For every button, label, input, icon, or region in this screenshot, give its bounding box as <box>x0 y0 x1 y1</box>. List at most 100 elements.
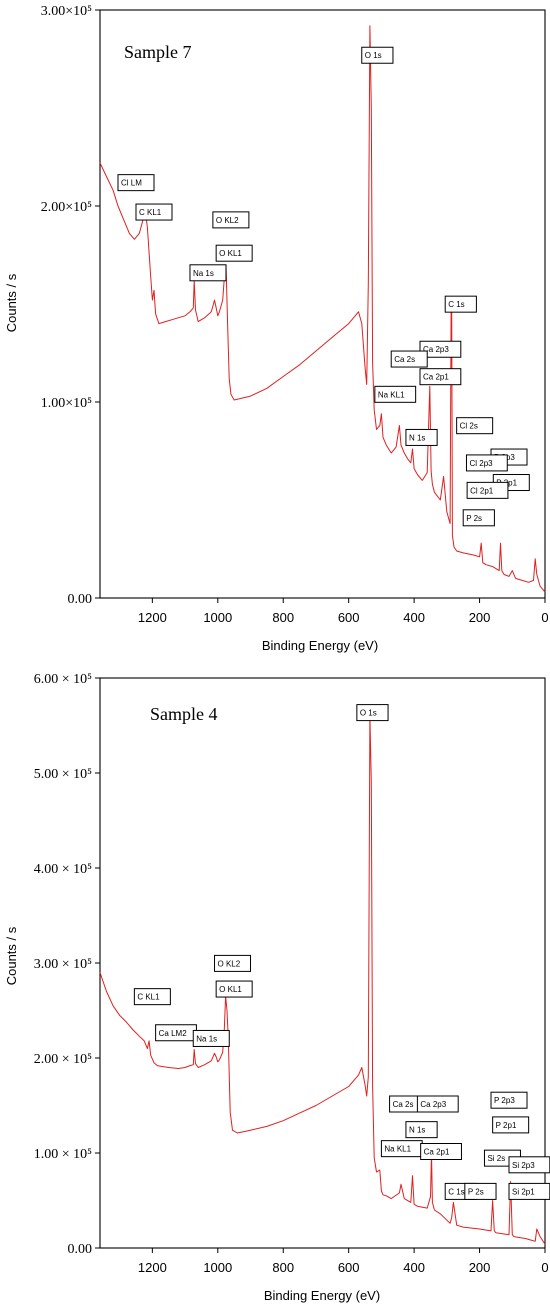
peak-label-box <box>416 1095 459 1113</box>
peak-label-box <box>444 295 477 313</box>
peak-label: N 1s <box>409 1126 425 1135</box>
peak-label: P 2s <box>468 1187 484 1196</box>
peak-label: Cl 2p1 <box>470 486 494 495</box>
x-tick-label: 0 <box>541 610 548 625</box>
peak-annotation: Ca 2p3 <box>416 1095 459 1113</box>
peak-label: C 1s <box>448 300 464 309</box>
peak-annotation: O KL2 <box>214 954 252 972</box>
peak-label-box <box>361 46 394 64</box>
peak-label: Cl 2p3 <box>469 459 493 468</box>
y-tick-label: 5.00 × 10⁵ <box>34 767 92 782</box>
peak-label: O 1s <box>360 709 377 718</box>
peak-label: O KL1 <box>219 985 242 994</box>
plot-frame <box>99 9 546 599</box>
peak-label: P 2s <box>466 514 482 523</box>
x-tick-label: 400 <box>403 610 425 625</box>
peak-label: Si 2p1 <box>512 1187 535 1196</box>
peak-label-box <box>456 417 494 435</box>
peak-annotation: Na 1s <box>189 264 227 282</box>
peak-annotation: O KL1 <box>215 980 253 998</box>
peak-label: Ca 2p3 <box>423 345 449 354</box>
x-tick-label: 800 <box>272 1260 294 1275</box>
peak-label-box <box>419 368 462 386</box>
peak-label-box <box>466 481 509 499</box>
peak-annotation: O KL2 <box>212 211 250 229</box>
x-tick-label: 600 <box>338 1260 360 1275</box>
peak-annotation: Na KL1 <box>380 1140 423 1158</box>
peak-label-box <box>192 1029 230 1047</box>
peak-label: Ca 2s <box>393 1100 414 1109</box>
y-tick-label: 1.00 × 10⁵ <box>34 1147 92 1162</box>
peak-label-box <box>405 428 438 446</box>
peak-annotation: C KL1 <box>135 203 173 221</box>
x-tick-label: 200 <box>469 1260 491 1275</box>
peak-annotation: Ca 2p1 <box>420 1143 462 1160</box>
peak-annotation: Na KL1 <box>374 385 417 403</box>
peak-label: Ca 2p3 <box>420 1100 446 1109</box>
peak-label: Na 1s <box>193 269 214 278</box>
peak-annotation: N 1s <box>405 1121 438 1139</box>
x-tick-label: 1200 <box>138 1260 167 1275</box>
sample-label: Sample 7 <box>124 42 192 62</box>
peak-annotation: Cl LM <box>117 174 155 192</box>
x-axis-title: Binding Energy (eV) <box>264 1288 380 1303</box>
peak-label: P 2p1 <box>496 1121 517 1130</box>
peak-label-box <box>189 264 227 282</box>
peak-label: Ca 2p1 <box>423 373 449 382</box>
peak-label: Cl 2s <box>460 422 478 431</box>
y-tick-label: 2.00 × 10⁵ <box>34 1052 92 1067</box>
x-tick-label: 1000 <box>203 610 232 625</box>
peak-label: C 1s <box>448 1187 464 1196</box>
peak-annotation: Si 2p3 <box>508 1156 550 1174</box>
y-tick-label: 3.00 × 10⁵ <box>34 957 92 972</box>
peak-annotation: O KL1 <box>215 244 253 262</box>
peak-label: O KL2 <box>218 959 241 968</box>
peak-label-box <box>405 1121 438 1139</box>
y-axis-title: Counts / s <box>4 926 19 985</box>
peak-label: P 2p3 <box>494 1096 515 1105</box>
peak-annotation: O 1s <box>361 46 394 64</box>
x-tick-label: 600 <box>338 610 360 625</box>
spectrum-line <box>99 715 546 1245</box>
peak-label: Cl LM <box>121 179 142 188</box>
peak-annotation: P 2p1 <box>492 1116 530 1134</box>
peak-annotation: P 2s <box>464 1182 497 1200</box>
y-tick-label: 1.00×10⁵ <box>41 396 92 411</box>
peak-label-box <box>464 1182 497 1200</box>
peak-label-box <box>133 988 171 1006</box>
peak-annotation: Cl 2p1 <box>466 481 509 499</box>
peak-label: Ca 2p1 <box>424 1148 450 1157</box>
spectrum-line <box>99 25 546 593</box>
x-axis-title: Binding Energy (eV) <box>262 638 378 653</box>
peak-label: Na 1s <box>196 1034 217 1043</box>
peak-annotation: Cl 2s <box>456 417 494 435</box>
peak-label: Si 2p3 <box>512 1161 535 1170</box>
peak-label-box <box>214 954 252 972</box>
plot-frame <box>99 677 546 1249</box>
y-tick-label: 0.00 <box>68 592 93 607</box>
peak-label: Si 2s <box>487 1154 505 1163</box>
y-axis-title: Counts / s <box>4 273 19 332</box>
y-tick-label: 6.00 × 10⁵ <box>34 672 92 687</box>
y-tick-label: 4.00 × 10⁵ <box>34 862 92 877</box>
peak-label-box <box>462 509 495 527</box>
peak-annotation: C KL1 <box>133 988 171 1006</box>
peak-label-box <box>212 211 250 229</box>
peak-annotation: Ca LM2 <box>155 1024 197 1042</box>
peak-label-box <box>492 1116 530 1134</box>
sample-7-spectrum-panel: Sample 7 Binding Energy (eV) Counts / s … <box>4 4 549 653</box>
peak-label: Ca 2s <box>394 355 415 364</box>
peak-annotation: Cl 2p3 <box>465 454 508 472</box>
peak-label-box <box>465 454 508 472</box>
peak-label-box <box>420 1143 462 1160</box>
peak-label: C KL1 <box>139 208 162 217</box>
peak-annotation: N 1s <box>405 428 438 446</box>
peak-label-box <box>356 704 389 722</box>
peak-annotation: Ca 2p1 <box>419 368 462 386</box>
peak-label-box <box>374 385 417 403</box>
peak-label-box <box>390 350 428 368</box>
peak-label: Ca LM2 <box>159 1029 188 1038</box>
peak-label: Na KL1 <box>384 1145 411 1154</box>
peak-label-box <box>117 174 155 192</box>
